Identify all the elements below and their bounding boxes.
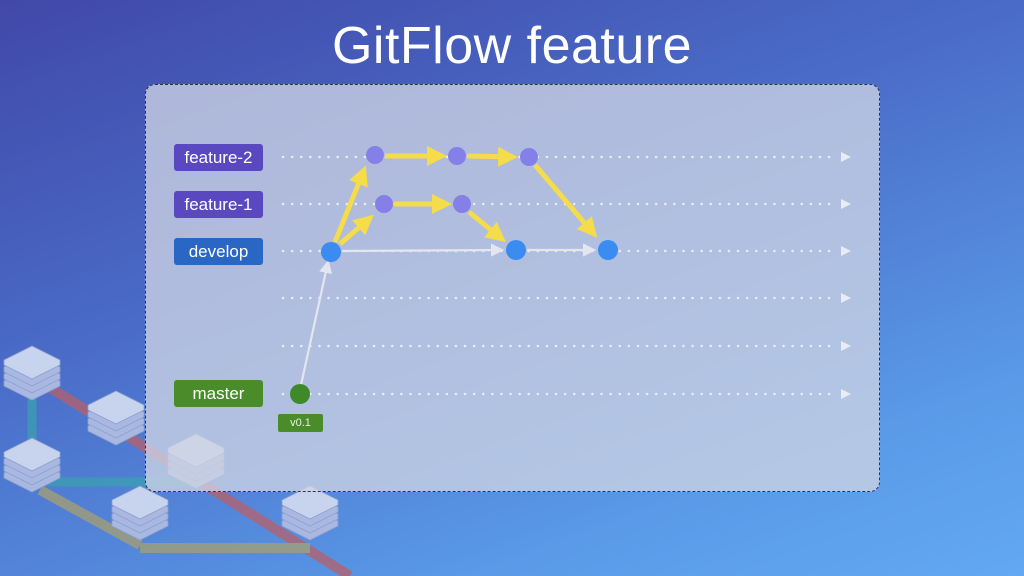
commit-node-feature-2[interactable] [448,147,466,165]
arrow-branch-feature-1 [338,214,374,246]
commit-node-feature-1[interactable] [453,195,471,213]
tag-label: v0.1 [278,414,323,432]
server-icon [3,345,61,380]
commit-node-feature-1[interactable] [375,195,393,213]
arrow-branch-feature-2 [332,165,368,243]
server-icon [3,437,61,472]
commit-node-master[interactable] [290,384,310,404]
server-icon [87,390,145,425]
lane-arrowhead-icon [841,199,851,209]
lane-arrowhead-icon [841,389,851,399]
branch-label-develop: develop [174,238,263,265]
arrow-master-to-develop [299,259,333,386]
branch-label-master: master [174,380,263,407]
commit-node-feature-2[interactable] [366,146,384,164]
server-icon [111,485,169,520]
branch-label-feature-1: feature-1 [174,191,263,218]
branch-label-feature-2: feature-2 [174,144,263,171]
lane-arrowhead-icon [841,293,851,303]
arrow-merge-feature-2 [533,163,598,238]
slide-title: GitFlow feature [331,17,693,75]
arrow-merge-feature-1 [467,210,506,243]
lane-arrowhead-icon [841,246,851,256]
lane-arrowhead-icon [841,152,851,162]
commit-node-feature-2[interactable] [520,148,538,166]
commit-node-develop[interactable] [598,240,618,260]
arrow-commit-feature-2 [466,146,518,167]
commit-node-develop[interactable] [321,242,341,262]
lane-arrowhead-icon [841,341,851,351]
commit-node-develop[interactable] [506,240,526,260]
arrow-develop [341,243,505,257]
